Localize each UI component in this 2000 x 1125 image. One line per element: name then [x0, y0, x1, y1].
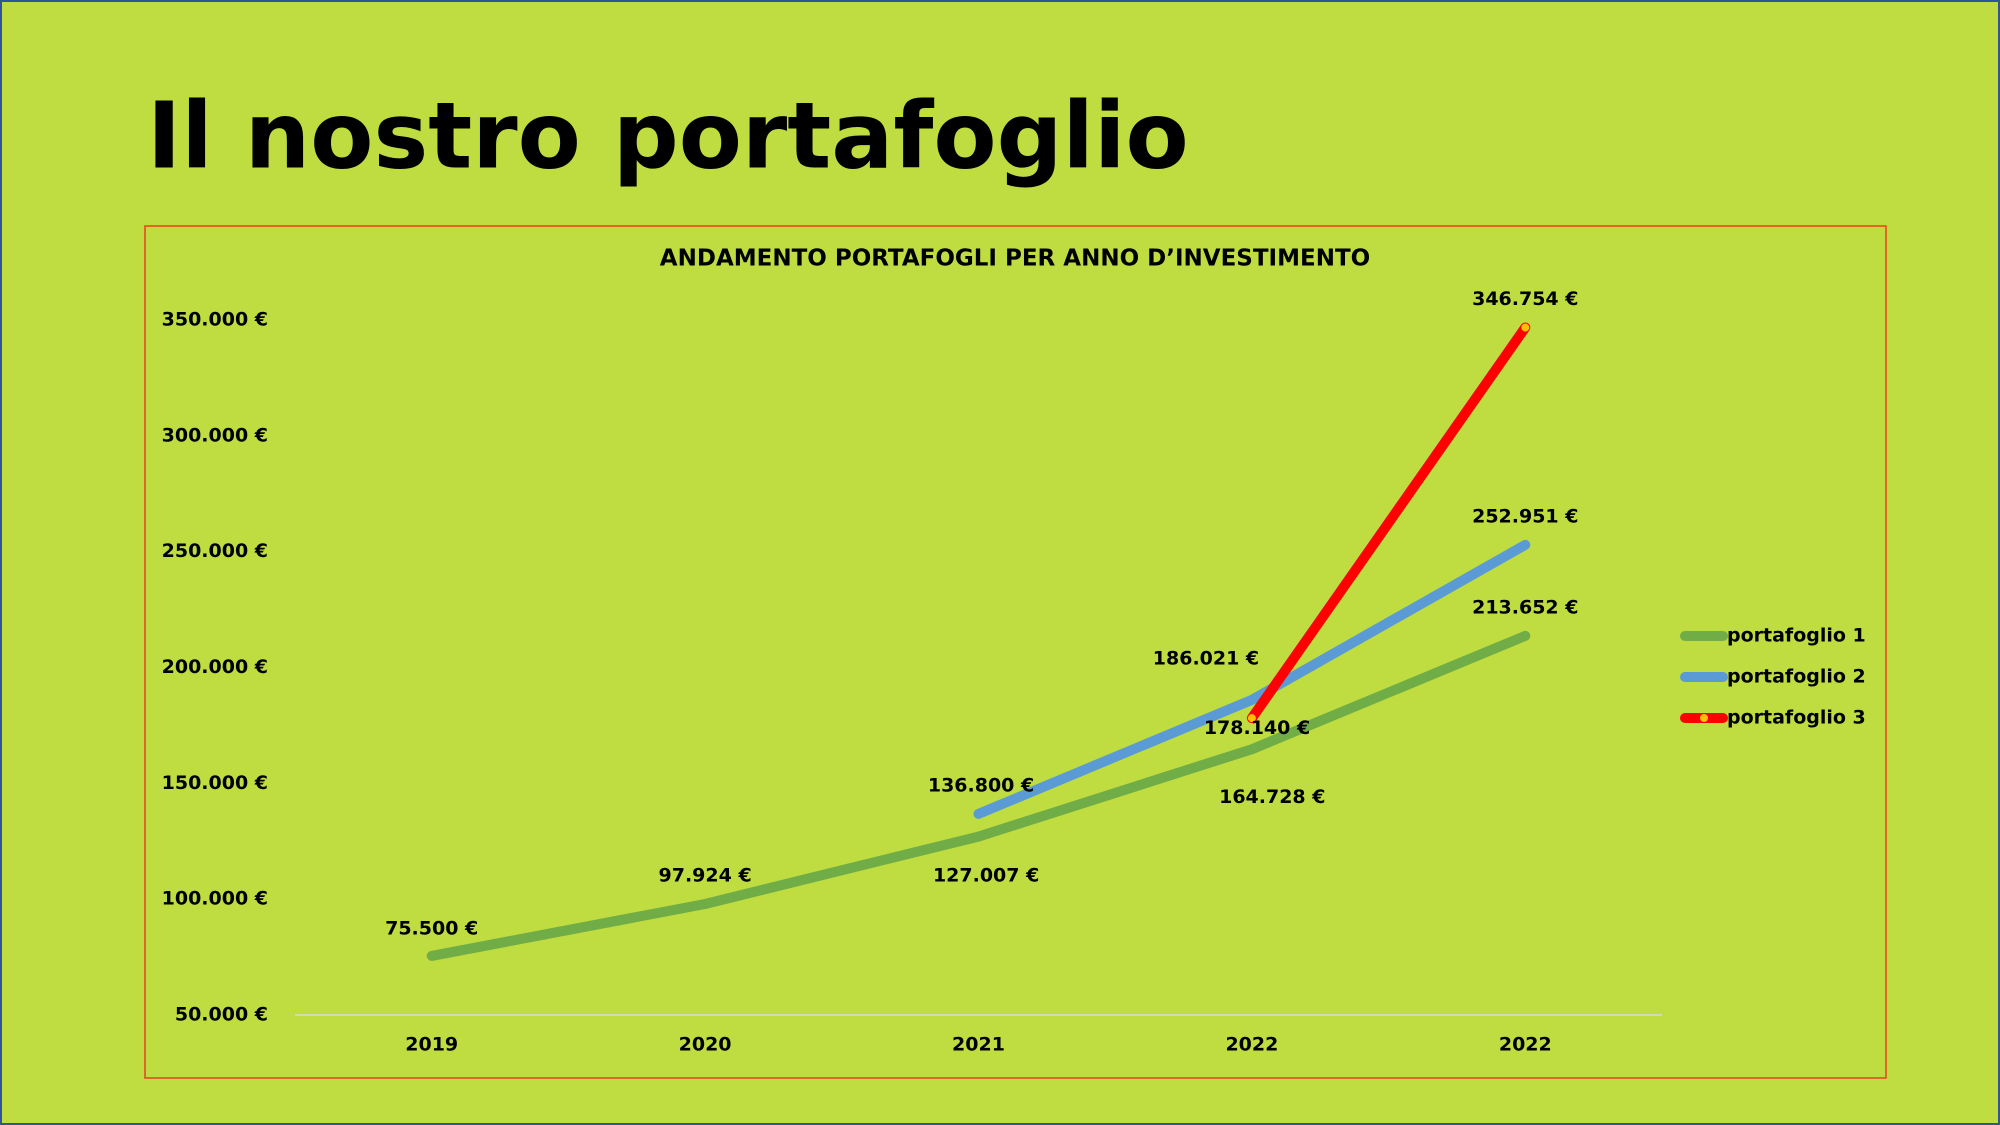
- y-tick-label: 350.000 €: [162, 309, 268, 331]
- legend-label: portafoglio 3: [1727, 707, 1866, 729]
- value-label: 186.021 €: [1153, 648, 1259, 670]
- series-line: [1246, 322, 1531, 724]
- y-tick-label: 100.000 €: [162, 888, 268, 910]
- point-marker: [1521, 323, 1530, 332]
- y-tick-label: 300.000 €: [162, 424, 268, 446]
- y-tick-label: 250.000 €: [162, 540, 268, 562]
- value-label: 127.007 €: [933, 865, 1039, 887]
- value-label: 178.140 €: [1204, 717, 1310, 739]
- slide-title: Il nostro portafoglio: [147, 82, 1189, 189]
- y-tick-label: 50.000 €: [175, 1004, 268, 1026]
- y-tick-label: 200.000 €: [162, 656, 268, 678]
- value-label: 97.924 €: [659, 864, 752, 886]
- x-tick-label: 2021: [952, 1034, 1005, 1056]
- value-label: 213.652 €: [1472, 596, 1578, 618]
- chart-border: [144, 225, 1887, 1079]
- x-tick-label: 2022: [1499, 1034, 1552, 1056]
- chart-title: ANDAMENTO PORTAFOGLI PER ANNO D’INVESTIM…: [660, 246, 1370, 272]
- legend-label: portafoglio 1: [1727, 625, 1866, 647]
- value-label: 252.951 €: [1472, 505, 1578, 527]
- point-marker: [1247, 714, 1256, 723]
- x-tick-label: 2022: [1225, 1034, 1278, 1056]
- legend-marker: [1700, 714, 1708, 722]
- value-label: 164.728 €: [1219, 786, 1325, 808]
- series-line: [426, 630, 1531, 961]
- x-tick-label: 2020: [679, 1034, 732, 1056]
- value-label: 346.754 €: [1472, 288, 1578, 310]
- series-line: [973, 539, 1531, 819]
- y-tick-label: 150.000 €: [162, 772, 268, 794]
- x-tick-label: 2019: [405, 1034, 458, 1056]
- value-label: 136.800 €: [928, 774, 1034, 796]
- value-label: 75.500 €: [385, 918, 478, 940]
- legend-label: portafoglio 2: [1727, 666, 1866, 688]
